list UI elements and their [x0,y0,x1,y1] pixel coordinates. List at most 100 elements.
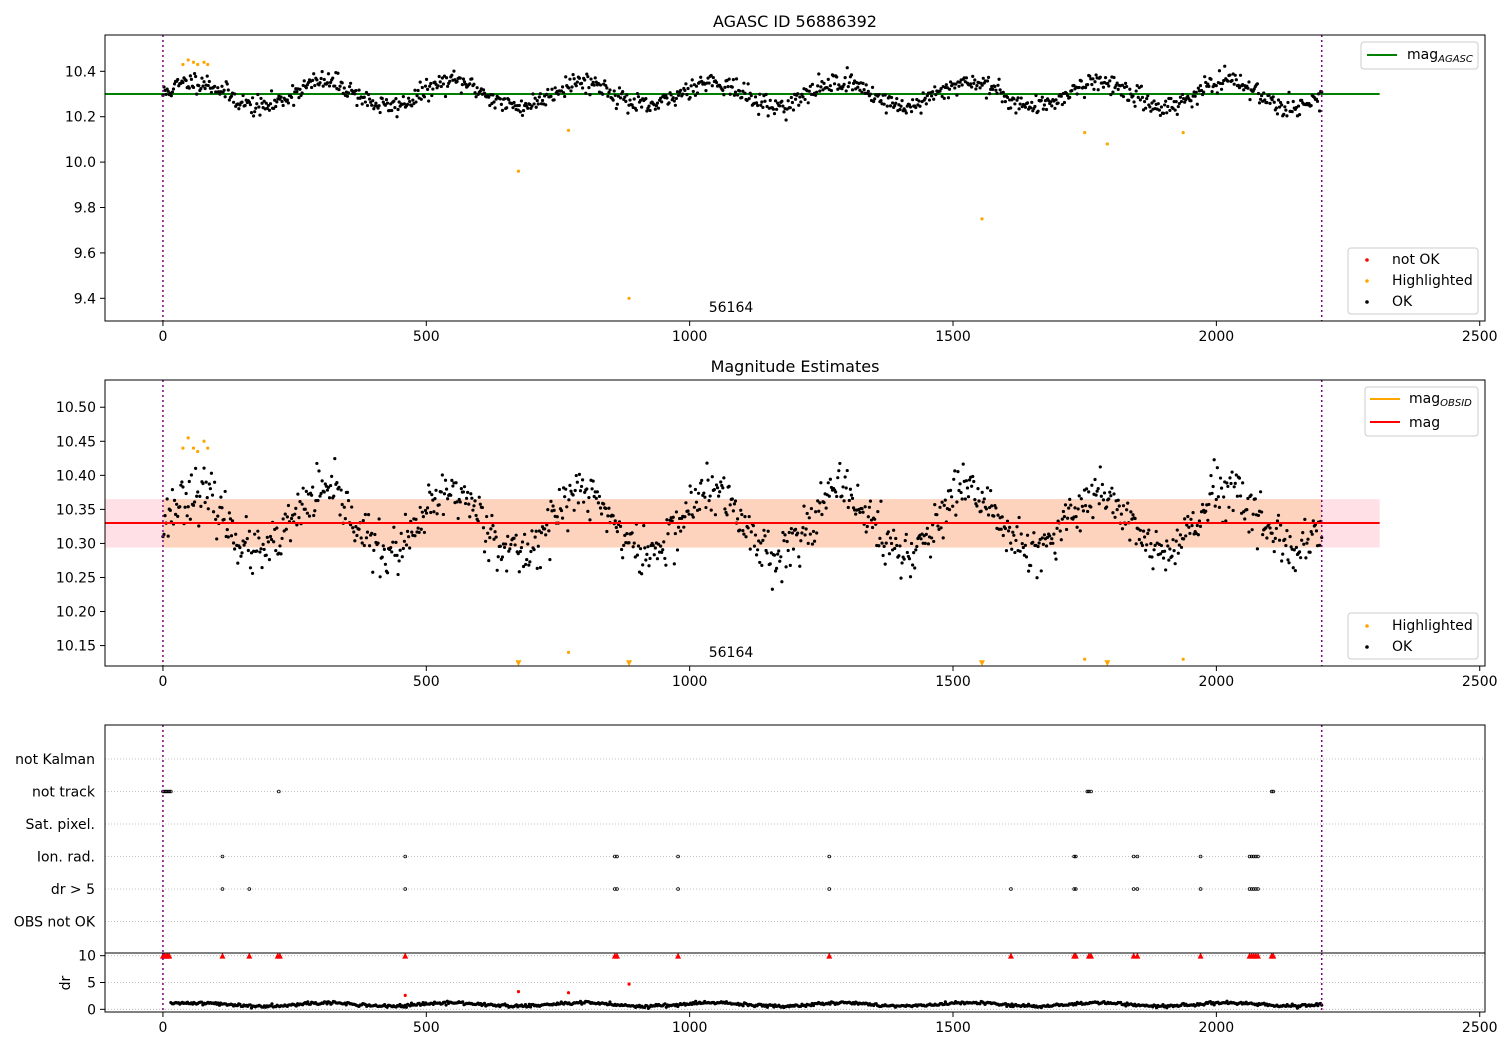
data-point-ok [1089,505,1093,509]
data-point-ok [229,94,234,98]
data-point-ok [184,491,188,496]
data-point-ok [320,70,324,74]
data-point-ok [614,106,618,111]
data-point-ok [661,548,665,552]
data-point-ok [1149,542,1153,546]
data-point-ok [370,103,374,107]
flag-marker [1089,789,1093,794]
data-point-ok [848,487,853,491]
data-point-ok [1174,99,1178,104]
data-point-ok [759,541,763,545]
data-point-ok [1009,541,1013,545]
data-point-ok [462,485,467,489]
data-point-ok [632,97,636,101]
data-point-ok [493,106,497,110]
data-point-ok [655,557,660,561]
data-point-ok [880,541,884,545]
data-point-ok [773,569,778,573]
data-point-ok [478,502,482,506]
data-point-ok [578,999,583,1003]
data-point-ok [202,466,206,470]
data-point-ok [255,102,259,106]
data-point-ok [662,540,666,544]
data-point-ok [749,530,753,534]
data-point-ok [259,547,263,551]
legend-label-highlighted: Highlighted [1392,273,1473,289]
data-point-ok [496,555,500,559]
data-point-ok [793,527,798,531]
data-point-ok [1150,555,1154,559]
data-point-ok [631,545,635,549]
data-point-ok [1197,519,1202,523]
data-point-ok [326,72,331,76]
data-point-ok [975,504,979,508]
data-point-ok [1235,494,1239,498]
data-point-ok [858,88,862,92]
data-point-ok [428,490,432,494]
data-point-ok [1110,486,1114,490]
data-point-ok [605,529,609,534]
data-point-ok [384,98,389,102]
data-point-ok [1034,93,1038,98]
data-point-ok [1079,497,1083,501]
data-point-ok [1040,95,1044,99]
data-point-ok [363,100,367,104]
data-point-ok [592,494,596,499]
data-point-ok [1304,556,1308,560]
data-point-ok [511,106,515,110]
data-point-ok [1238,73,1243,77]
data-point-ok [284,527,288,531]
data-point-ok [1232,485,1236,489]
data-point-ok [1258,97,1263,101]
data-point-ok [1042,533,1047,537]
data-point-ok [1161,111,1166,115]
data-point-ok [1008,525,1012,529]
data-point-ok [439,84,443,89]
data-point-ok [392,525,396,529]
data-point-ok [459,91,463,95]
data-point-ok [607,506,611,510]
data-point-ok [788,563,792,567]
data-point-ok [790,100,795,105]
data-point-ok [248,103,253,107]
data-point-ok [1101,85,1106,89]
data-point-ok [366,92,371,97]
data-point-ok [702,491,706,495]
data-point-ok [911,98,915,102]
data-point-ok [940,500,944,504]
data-point-ok [867,505,871,509]
data-point-ok [1108,79,1112,83]
data-point-ok [1159,543,1164,548]
data-point-ok [788,106,792,110]
data-point-ok [404,1005,408,1009]
data-point-ok [578,489,583,493]
flag-marker [1198,887,1203,891]
data-point-ok [1289,545,1293,549]
data-point-ok [215,537,219,541]
data-point-ok [463,82,468,86]
data-point-ok [176,514,180,518]
data-point-ok [349,81,353,85]
data-point-ok [803,533,807,537]
data-point-ok [1210,491,1214,495]
data-point-ok [1141,529,1146,533]
agasc-obsid-annotation: 56164 [709,300,754,316]
data-point-ok [1167,558,1171,562]
data-point-ok [1079,79,1083,83]
flag-marker [1247,887,1252,891]
data-point-ok [1013,550,1017,555]
data-point-ok [828,477,832,481]
data-point-ok [1020,542,1024,546]
data-point-ok [201,84,205,88]
data-point-ok [742,81,746,85]
data-point-ok [784,118,788,122]
data-point-ok [381,544,385,548]
data-point-ok [985,486,990,490]
data-point-ok [476,519,480,523]
data-point-ok [342,86,346,90]
data-point-ok [1009,106,1013,110]
data-point-ok [816,84,820,88]
data-point-ok [1203,75,1207,79]
data-point-ok [272,540,276,544]
